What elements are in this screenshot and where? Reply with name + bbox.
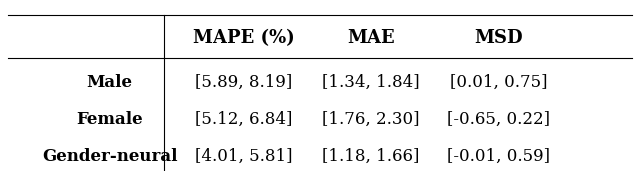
Text: Female: Female	[76, 111, 143, 128]
Text: [5.12, 6.84]: [5.12, 6.84]	[195, 111, 292, 128]
Text: Gender-neural: Gender-neural	[42, 148, 177, 165]
Text: [0.01, 0.75]: [0.01, 0.75]	[450, 74, 547, 91]
Text: [1.18, 1.66]: [1.18, 1.66]	[323, 148, 420, 165]
Text: [-0.65, 0.22]: [-0.65, 0.22]	[447, 111, 550, 128]
Text: MAE: MAE	[347, 29, 395, 47]
Text: [-0.01, 0.59]: [-0.01, 0.59]	[447, 148, 550, 165]
Text: [5.89, 8.19]: [5.89, 8.19]	[195, 74, 292, 91]
Text: [1.76, 2.30]: [1.76, 2.30]	[322, 111, 420, 128]
Text: MAPE (%): MAPE (%)	[193, 29, 294, 47]
Text: [4.01, 5.81]: [4.01, 5.81]	[195, 148, 292, 165]
Text: MSD: MSD	[474, 29, 523, 47]
Text: Male: Male	[86, 74, 132, 91]
Text: [1.34, 1.84]: [1.34, 1.84]	[322, 74, 420, 91]
